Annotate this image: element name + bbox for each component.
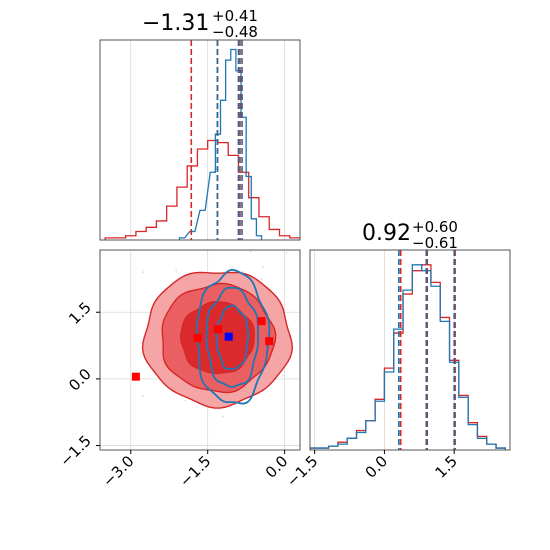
joint-sample-point: [184, 399, 187, 402]
joint-marker-1: [193, 334, 202, 342]
joint-marker-0: [131, 372, 140, 381]
title-param-1-value: −1.31: [142, 11, 209, 36]
title-param-2: 0.92 +0.60 −0.61: [362, 218, 458, 252]
histogram-2-grid: [314, 250, 455, 450]
histogram-1-series: [104, 40, 300, 240]
h2-step-blue: [310, 264, 506, 450]
title-param-1: −1.31 +0.41 −0.48: [142, 7, 258, 41]
contour-series: [131, 209, 372, 418]
joint-sample-point: [222, 415, 225, 418]
title-param-1-plus: +0.41: [212, 7, 258, 25]
histogram-2-series: [310, 250, 506, 450]
joint-sample-point: [260, 278, 263, 281]
joint-sample-point: [281, 374, 284, 377]
joint-ytick-label-0: −1.5: [56, 432, 94, 470]
h2-tick-label-1: 0.0: [362, 452, 392, 482]
joint-sample-point: [142, 271, 145, 274]
contour-frame: [99, 249, 301, 451]
joint-sample-point: [241, 270, 244, 273]
joint-sample-point: [306, 333, 308, 335]
joint-sample-point: [285, 251, 288, 254]
joint-blue-contour-level-1: [205, 286, 260, 388]
joint-sample-point: [249, 250, 252, 253]
histogram-2-frame: [309, 249, 511, 451]
joint-marker-3: [257, 317, 266, 326]
joint-marker-4: [265, 337, 274, 346]
histogram-2-ticks: −1.5 0.0 1.5: [283, 450, 461, 491]
h2-tick-label-2: 1.5: [431, 452, 461, 482]
joint-sample-point: [142, 395, 145, 398]
h2-tick-label-0: −1.5: [283, 452, 321, 490]
joint-sample-point: [135, 225, 137, 227]
joint-sample-point: [175, 269, 178, 272]
joint-sample-point: [262, 266, 265, 269]
joint-sample-point: [196, 209, 198, 211]
title-param-2-minus: −0.61: [412, 234, 458, 252]
h2-step-red: [310, 264, 506, 450]
h1-step-red: [104, 139, 300, 240]
joint-sample-point: [370, 322, 372, 324]
joint-xtick-label-0: −3.0: [99, 452, 137, 490]
histogram-panel-param-2: −1.5 0.0 1.5: [283, 249, 511, 491]
joint-xtick-label-1: −1.5: [176, 452, 214, 490]
joint-ytick-label-2: 1.5: [65, 298, 95, 328]
title-param-2-plus: +0.60: [412, 218, 458, 236]
joint-marker-5: [224, 332, 233, 341]
histogram-1-frame: [99, 39, 301, 241]
title-param-2-value: 0.92: [362, 221, 411, 246]
histogram-panel-param-1: [99, 39, 301, 241]
joint-ytick-label-1: 0.0: [65, 365, 95, 395]
joint-marker-2: [213, 325, 222, 334]
joint-blue-contour-level-2: [215, 304, 250, 370]
title-param-1-minus: −0.48: [212, 23, 258, 41]
h1-step-blue: [178, 48, 263, 240]
